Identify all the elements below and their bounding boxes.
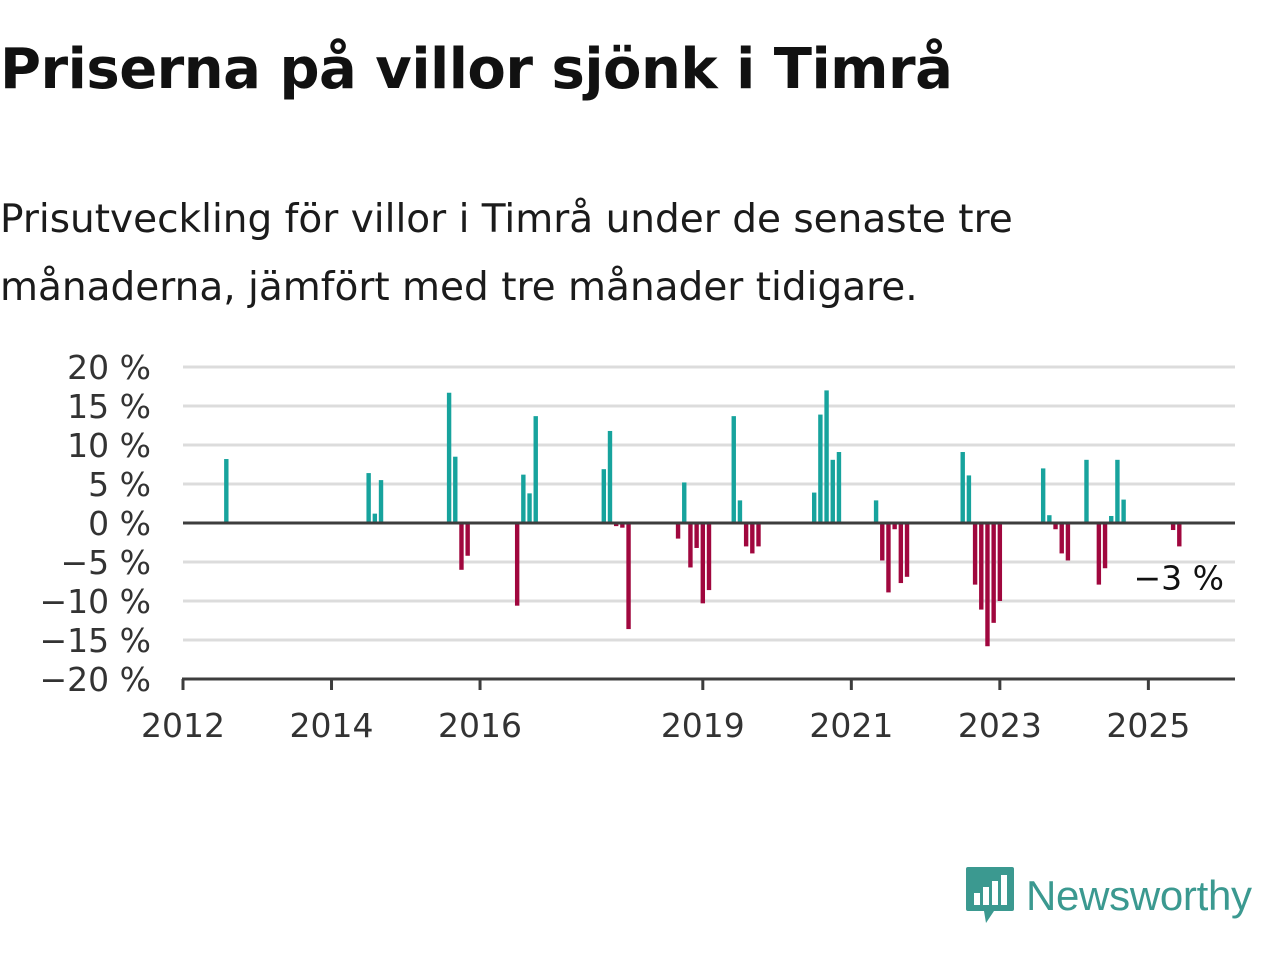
bar (700, 523, 706, 604)
bar (997, 523, 1003, 601)
y-tick-label: −10 % (40, 582, 152, 621)
y-tick-label: 0 % (88, 504, 151, 543)
bar (1065, 523, 1071, 561)
bar (694, 523, 699, 548)
bar (465, 523, 470, 556)
bar (824, 390, 829, 523)
bar (818, 414, 823, 523)
bar (372, 513, 378, 523)
y-tick-label: 5 % (88, 465, 151, 504)
bar (1047, 515, 1052, 523)
bar (607, 430, 613, 523)
bar (966, 475, 972, 523)
bar (601, 469, 606, 523)
y-tick-label: 10 % (67, 426, 151, 465)
bars (224, 390, 1182, 647)
y-tick-label: −15 % (40, 621, 152, 660)
bar (812, 492, 817, 523)
y-axis-tick-labels: 20 %15 %10 %5 %0 %−5 %−10 %−15 %−20 % (40, 348, 152, 699)
bar (533, 416, 538, 523)
bar (1109, 515, 1114, 523)
chart-subtitle: Prisutveckling för villor i Timrå under … (0, 197, 1013, 310)
last-value-label: −3 % (1134, 559, 1225, 598)
bar (1096, 523, 1102, 585)
y-tick-label: 20 % (67, 348, 151, 387)
bar (1177, 523, 1182, 547)
bar (1115, 459, 1120, 523)
bar (830, 459, 835, 523)
bar-chart: 20 %15 %10 %5 %0 %−5 %−10 %−15 %−20 % 20… (40, 348, 1235, 745)
bar (1170, 523, 1176, 531)
bar (731, 416, 736, 523)
chart-title: Priserna på villor sjönk i Timrå (0, 37, 953, 102)
x-tick-label: 2019 (661, 706, 745, 745)
newsworthy-logo-icon (966, 867, 1014, 923)
bar (1040, 468, 1046, 523)
bar (224, 459, 229, 523)
bar (521, 474, 526, 523)
bar (756, 523, 761, 547)
bar (743, 523, 749, 547)
bar (737, 500, 743, 523)
bar (991, 523, 996, 623)
bar (682, 482, 687, 523)
bar (1053, 523, 1058, 530)
x-tick-label: 2023 (958, 706, 1042, 745)
bar (1084, 459, 1089, 523)
bar (1059, 523, 1064, 554)
bar (886, 523, 891, 593)
bar (892, 523, 897, 530)
bar (904, 523, 910, 577)
bar (626, 523, 631, 630)
bar (613, 523, 619, 527)
bar (836, 452, 842, 523)
y-tick-label: −5 % (61, 543, 152, 582)
bar (514, 523, 520, 606)
x-tick-label: 2016 (438, 706, 522, 745)
x-axis-ticks: 2012 2014 2016 2019 2021 2023 2025 (141, 679, 1190, 745)
brand-name: Newsworthy (1026, 872, 1252, 919)
bar (979, 523, 984, 610)
x-tick-label: 2014 (290, 706, 374, 745)
y-tick-label: 15 % (67, 387, 151, 426)
bar (985, 523, 990, 647)
x-tick-label: 2012 (141, 706, 225, 745)
bar (1121, 499, 1126, 523)
bar (446, 392, 452, 523)
bar (706, 523, 712, 591)
bar (366, 473, 371, 523)
bar (453, 456, 458, 523)
bar (1102, 523, 1108, 569)
bar (960, 452, 965, 523)
bar (898, 523, 904, 584)
bar (378, 480, 384, 523)
bar (972, 523, 978, 585)
brand-logo: Newsworthy (964, 864, 1252, 928)
x-tick-label: 2025 (1106, 706, 1190, 745)
bar (873, 500, 879, 523)
x-tick-label: 2021 (809, 706, 893, 745)
bar (675, 523, 681, 539)
bar (750, 523, 755, 554)
bar (880, 523, 885, 561)
y-tick-label: −20 % (40, 660, 152, 699)
bar (620, 523, 625, 528)
bar (688, 523, 693, 568)
bar (527, 493, 532, 523)
bar (459, 523, 464, 570)
